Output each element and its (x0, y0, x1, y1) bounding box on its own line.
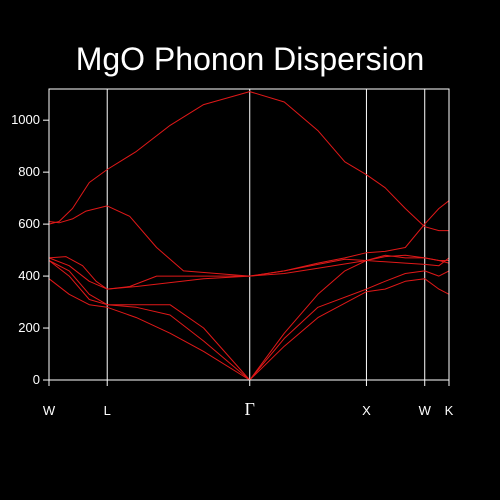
y-tick-label-200: 200 (18, 320, 40, 335)
kpoint-label-5: K (445, 403, 454, 418)
branch-line-5 (48, 254, 450, 381)
kpoint-lines (106, 89, 426, 380)
kpoint-label-4: W (419, 403, 432, 418)
plot-frame (48, 88, 450, 381)
axes (43, 88, 450, 386)
branch-line-4 (48, 256, 450, 290)
y-tick-label-400: 400 (18, 268, 40, 283)
y-tick-label-1000: 1000 (11, 112, 40, 127)
y-tick-label-600: 600 (18, 216, 40, 231)
chart-title: MgO Phonon Dispersion (76, 41, 425, 77)
dispersion-branches (48, 91, 450, 381)
y-tick-label-800: 800 (18, 164, 40, 179)
y-tick-label-0: 0 (33, 372, 40, 387)
kpoint-label-0: W (43, 403, 56, 418)
branch-line-1 (48, 91, 449, 232)
branch-line-7 (48, 260, 450, 381)
branch-line-3 (48, 254, 449, 290)
kpoint-label-2: Γ (245, 399, 255, 419)
kpoint-label-3: X (362, 403, 371, 418)
kpoint-label-1: L (104, 403, 111, 418)
branch-line-6 (48, 278, 450, 381)
